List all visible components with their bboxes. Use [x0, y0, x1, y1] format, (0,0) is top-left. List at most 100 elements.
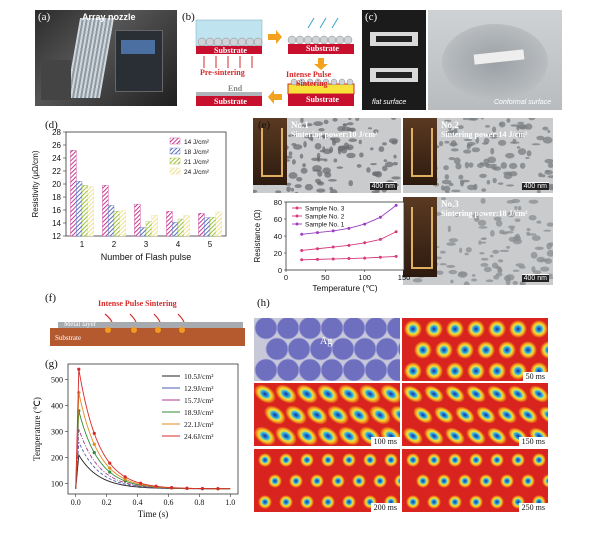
chart-g-legend-label: 18.9J/cm²: [184, 408, 214, 417]
chart-e-point: [394, 230, 398, 234]
chart-g-point: [169, 486, 174, 490]
sim-ag-particle: [397, 342, 400, 356]
sem-sintering-power: Sintering power:18 J/cm²: [441, 209, 528, 218]
sim-hotspot: [310, 474, 324, 488]
sim-hotspot: [338, 426, 360, 446]
sim-time-label: 50 ms: [522, 372, 548, 381]
chart-e-ytick-label: 20: [274, 249, 282, 258]
sim-hotspot: [296, 384, 318, 404]
sim-field: [258, 453, 400, 509]
panel-c-conformal-caption: Conformal surface: [494, 99, 552, 106]
sim-hotspot: [279, 453, 293, 467]
panel-b-substrate-4: Substrate: [306, 95, 339, 104]
chart-g-ytick-label: 500: [51, 376, 63, 385]
sim-ag-particle: [298, 358, 322, 381]
chart-d-bar: [215, 211, 222, 237]
chart-g-point: [92, 442, 96, 446]
sim-ag-particle: [265, 337, 289, 361]
sim-hotspot: [300, 453, 314, 467]
sim-hotspot: [342, 495, 356, 509]
sem-sample-photo: [403, 197, 437, 277]
chart-g-xtick-label: 1.0: [225, 498, 235, 507]
sim-hotspot: [254, 426, 276, 446]
sim-ag-particle: [364, 318, 388, 340]
sim-frame: 250 ms: [402, 449, 548, 512]
chart-e-xtick-label: 100: [358, 273, 371, 282]
panel-f-substrate: Substrate: [55, 334, 82, 342]
chart-d-bar: [81, 185, 88, 237]
sim-ag-particle: [254, 358, 278, 381]
chart-g-point: [108, 466, 112, 470]
chart-g-ylabel: Temperature (℃): [32, 397, 42, 461]
sim-ag-particle: [364, 358, 388, 381]
chart-d-legend-swatch: [169, 137, 181, 145]
sem-sample-photo: [253, 118, 287, 185]
sim-hotspot: [406, 453, 420, 467]
sim-hotspot: [275, 426, 297, 446]
chart-e-point: [363, 256, 367, 260]
sim-ag-label: Ag: [320, 336, 333, 347]
sim-ag-particle: [254, 318, 278, 340]
chart-g-ytick-label: 300: [51, 428, 63, 437]
sim-hotspot: [279, 495, 293, 509]
sim-hotspot: [445, 427, 465, 445]
sim-hotspot: [518, 406, 538, 424]
sem-image-2: No.2 Sintering power:14 J/cm² 400 nm: [403, 118, 553, 193]
sim-hotspot: [369, 405, 391, 425]
sim-hotspot: [363, 453, 377, 467]
sim-ag-particle: [320, 358, 344, 381]
chart-d-xlabel: Number of Flash pulse: [101, 252, 192, 262]
chart-d-ytick-label: 24: [52, 154, 61, 163]
sim-hotspot: [264, 405, 286, 425]
chart-g-legend-label: 10.5J/cm²: [184, 372, 214, 381]
sim-hotspot: [467, 320, 485, 338]
chart-e-point: [315, 231, 319, 235]
chart-e-point: [315, 257, 319, 261]
chart-d-bar: [198, 213, 205, 237]
sim-hotspot: [258, 453, 272, 467]
chart-e-legend-marker: [295, 214, 299, 218]
sim-hotspot: [500, 474, 514, 488]
sim-hotspot: [427, 453, 441, 467]
chart-e-point: [363, 241, 367, 245]
chart-e-point: [347, 243, 351, 247]
chart-g-legend-label: 12.9J/cm²: [184, 384, 214, 393]
chart-g-legend-label: 22.1J/cm²: [184, 420, 214, 429]
chart-d-bar: [204, 217, 211, 237]
sim-frame: 50 ms: [402, 318, 548, 381]
sim-frame: 200 ms: [254, 449, 400, 512]
chart-g-point: [108, 470, 112, 474]
sim-frame: 150 ms: [402, 383, 548, 446]
sim-hotspot: [268, 474, 282, 488]
sim-hotspot: [490, 453, 504, 467]
sim-hotspot: [497, 406, 517, 424]
sim-ag-particle: [331, 337, 355, 361]
chart-e-xtick-label: 50: [321, 273, 329, 282]
sim-hotspot: [456, 341, 474, 359]
panel-f-schematic: [50, 313, 245, 346]
chart-g-point: [139, 481, 143, 485]
sim-time-label: 200 ms: [370, 503, 400, 512]
sim-hotspot: [394, 474, 400, 488]
chart-d-legend-swatch: [169, 167, 181, 175]
chart-d-bar: [113, 211, 120, 237]
chart-d-bar: [172, 222, 179, 237]
sim-hotspot: [359, 384, 381, 404]
panel-b-end: End: [228, 84, 243, 93]
sim-field: [254, 318, 400, 381]
sim-hotspot: [331, 474, 345, 488]
sim-hotspot: [490, 495, 504, 509]
sim-hotspot: [498, 341, 516, 359]
chart-e-point: [315, 247, 319, 251]
panel-a-photo: [35, 10, 177, 106]
sim-hotspot: [403, 427, 423, 445]
sim-hotspot: [434, 406, 454, 424]
chart-d-ytick-label: 22: [52, 167, 61, 176]
sim-hotspot: [521, 474, 535, 488]
chart-g-point: [77, 391, 81, 395]
sim-hotspot: [258, 495, 272, 509]
chart-g-xtick-label: 0.2: [102, 498, 112, 507]
sim-hotspot: [424, 385, 444, 403]
sem-electrode: [411, 128, 433, 177]
sim-hotspot: [469, 495, 483, 509]
